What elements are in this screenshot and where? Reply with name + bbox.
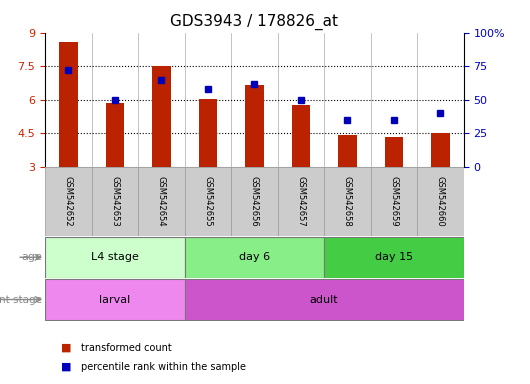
Bar [45, 167, 92, 236]
Text: ■: ■ [61, 343, 72, 353]
Bar [59, 41, 77, 167]
Text: GSM542655: GSM542655 [204, 176, 213, 227]
Bar [199, 99, 217, 167]
Bar [184, 167, 231, 236]
Bar [245, 85, 264, 167]
Text: GSM542657: GSM542657 [296, 176, 305, 227]
Text: GSM542653: GSM542653 [110, 176, 119, 227]
Text: development stage: development stage [0, 295, 42, 305]
Bar [152, 66, 171, 167]
Text: day 15: day 15 [375, 252, 413, 262]
Text: percentile rank within the sample: percentile rank within the sample [81, 362, 246, 372]
Text: age: age [22, 252, 42, 262]
Text: adult: adult [310, 295, 339, 305]
Bar [184, 279, 464, 320]
Text: GSM542658: GSM542658 [343, 176, 352, 227]
Bar [338, 134, 357, 167]
Text: GSM542652: GSM542652 [64, 176, 73, 227]
Text: transformed count: transformed count [81, 343, 172, 353]
Text: day 6: day 6 [239, 252, 270, 262]
Bar [184, 237, 324, 278]
Text: GSM542656: GSM542656 [250, 176, 259, 227]
Bar [324, 237, 464, 278]
Text: GSM542660: GSM542660 [436, 176, 445, 227]
Bar [278, 167, 324, 236]
Bar [45, 279, 184, 320]
Bar [92, 167, 138, 236]
Text: GSM542659: GSM542659 [390, 176, 399, 227]
Bar [431, 134, 450, 167]
Bar [417, 167, 464, 236]
Bar [385, 137, 403, 167]
Bar [105, 103, 124, 167]
Title: GDS3943 / 178826_at: GDS3943 / 178826_at [171, 14, 338, 30]
Bar [45, 237, 184, 278]
Text: larval: larval [99, 295, 130, 305]
Bar [370, 167, 417, 236]
Bar [138, 167, 184, 236]
Bar [292, 106, 310, 167]
Text: GSM542654: GSM542654 [157, 176, 166, 227]
Bar [231, 167, 278, 236]
Text: ■: ■ [61, 362, 72, 372]
Text: L4 stage: L4 stage [91, 252, 139, 262]
Bar [324, 167, 370, 236]
